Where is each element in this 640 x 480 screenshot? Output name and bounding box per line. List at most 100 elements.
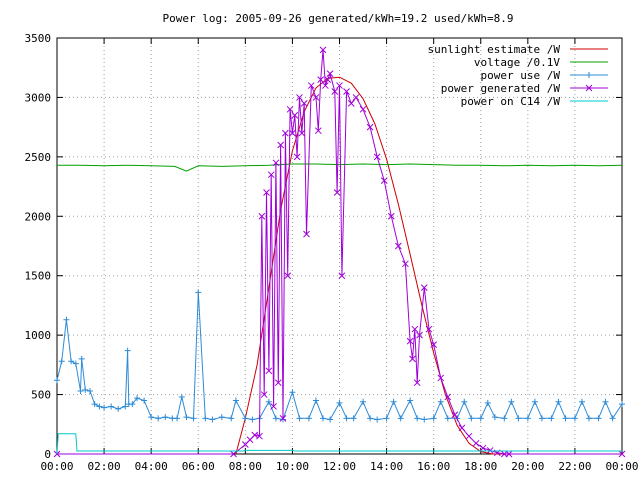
- data-point-cross: [303, 230, 310, 238]
- data-point-plus: [571, 415, 578, 422]
- y-tick-label: 1000: [25, 329, 52, 342]
- data-point-plus: [383, 415, 390, 422]
- data-point-cross: [420, 284, 428, 291]
- series-0: [235, 76, 505, 455]
- data-point-plus: [202, 415, 209, 422]
- data-point-plus: [155, 415, 162, 422]
- data-point-plus: [477, 415, 484, 422]
- data-point-cross: [317, 76, 325, 83]
- data-point-cross: [324, 76, 332, 83]
- data-point-plus: [586, 72, 592, 78]
- data-point-plus: [209, 416, 216, 423]
- data-point-plus: [72, 360, 79, 367]
- y-tick-label: 1500: [25, 270, 52, 283]
- data-point-plus: [134, 395, 141, 402]
- data-point-plus: [327, 416, 334, 423]
- data-point-plus: [265, 398, 272, 405]
- data-point-plus: [421, 416, 428, 423]
- data-point-plus: [91, 401, 98, 408]
- series-2: [54, 289, 625, 423]
- data-point-cross: [333, 189, 341, 196]
- data-point-plus: [54, 377, 60, 384]
- series-line: [57, 49, 622, 455]
- legend-label: power on C14 /W: [461, 95, 561, 108]
- series-3: [53, 46, 626, 458]
- y-tick-label: 500: [31, 389, 51, 402]
- series-line: [235, 76, 505, 455]
- data-point-plus: [195, 289, 202, 296]
- data-point-cross: [500, 450, 508, 458]
- data-point-plus: [77, 388, 84, 395]
- data-point-plus: [232, 397, 239, 404]
- data-point-cross: [486, 447, 494, 454]
- data-point-plus: [183, 414, 190, 421]
- data-point-plus: [586, 415, 593, 422]
- x-tick-label: 16:00: [417, 460, 450, 473]
- data-point-plus: [578, 398, 585, 405]
- data-point-plus: [162, 414, 169, 421]
- data-point-plus: [515, 415, 522, 422]
- data-point-plus: [407, 397, 414, 404]
- data-point-cross: [314, 127, 322, 135]
- data-point-cross: [406, 337, 414, 345]
- data-point-plus: [524, 415, 531, 422]
- data-point-cross: [472, 439, 480, 447]
- y-tick-label: 2000: [25, 210, 52, 223]
- data-point-cross: [359, 105, 367, 113]
- data-point-cross: [298, 129, 306, 137]
- data-point-plus: [272, 415, 279, 422]
- data-point-plus: [320, 415, 327, 422]
- data-point-plus: [129, 401, 136, 408]
- data-point-plus: [555, 398, 562, 405]
- data-point-plus: [58, 358, 65, 365]
- data-point-plus: [242, 415, 249, 422]
- legend-label: power generated /W: [441, 82, 561, 95]
- data-point-cross: [300, 100, 308, 107]
- data-point-cross: [411, 325, 419, 333]
- data-point-plus: [430, 415, 437, 422]
- series-group: [53, 46, 626, 458]
- series-line: [56, 433, 622, 455]
- data-point-plus: [190, 415, 197, 422]
- data-point-plus: [148, 414, 155, 421]
- legend-label: voltage /0.1V: [474, 56, 560, 69]
- grid: [57, 38, 622, 454]
- data-point-cross: [284, 272, 292, 280]
- data-point-plus: [178, 393, 185, 400]
- data-point-cross: [322, 82, 329, 89]
- data-point-plus: [397, 415, 404, 422]
- data-point-cross: [437, 374, 445, 382]
- data-point-plus: [174, 415, 181, 422]
- data-point-plus: [508, 398, 515, 405]
- data-point-plus: [350, 415, 357, 422]
- series-1: [57, 163, 623, 172]
- data-point-plus: [390, 398, 397, 405]
- x-tick-label: 08:00: [229, 460, 262, 473]
- data-point-cross: [352, 94, 360, 101]
- data-point-cross: [272, 159, 280, 167]
- data-point-plus: [531, 398, 538, 405]
- data-point-plus: [461, 398, 468, 405]
- data-point-cross: [347, 100, 355, 107]
- series-line: [57, 163, 623, 172]
- data-point-cross: [395, 242, 402, 250]
- data-point-cross: [312, 94, 320, 101]
- data-point-plus: [444, 415, 451, 422]
- data-point-plus: [414, 415, 421, 422]
- data-point-cross: [279, 414, 287, 422]
- data-point-cross: [270, 403, 277, 410]
- data-point-cross: [286, 105, 294, 113]
- series-4: [56, 433, 622, 455]
- data-point-plus: [124, 347, 131, 354]
- legend-label: power use /W: [481, 69, 561, 82]
- data-point-plus: [78, 355, 85, 362]
- data-point-cross: [479, 444, 487, 452]
- data-point-plus: [296, 415, 303, 422]
- data-point-plus: [609, 415, 616, 422]
- data-point-plus: [360, 398, 367, 405]
- data-point-cross: [296, 94, 303, 101]
- data-point-plus: [82, 386, 89, 393]
- data-point-cross: [366, 123, 374, 131]
- data-point-plus: [101, 404, 108, 411]
